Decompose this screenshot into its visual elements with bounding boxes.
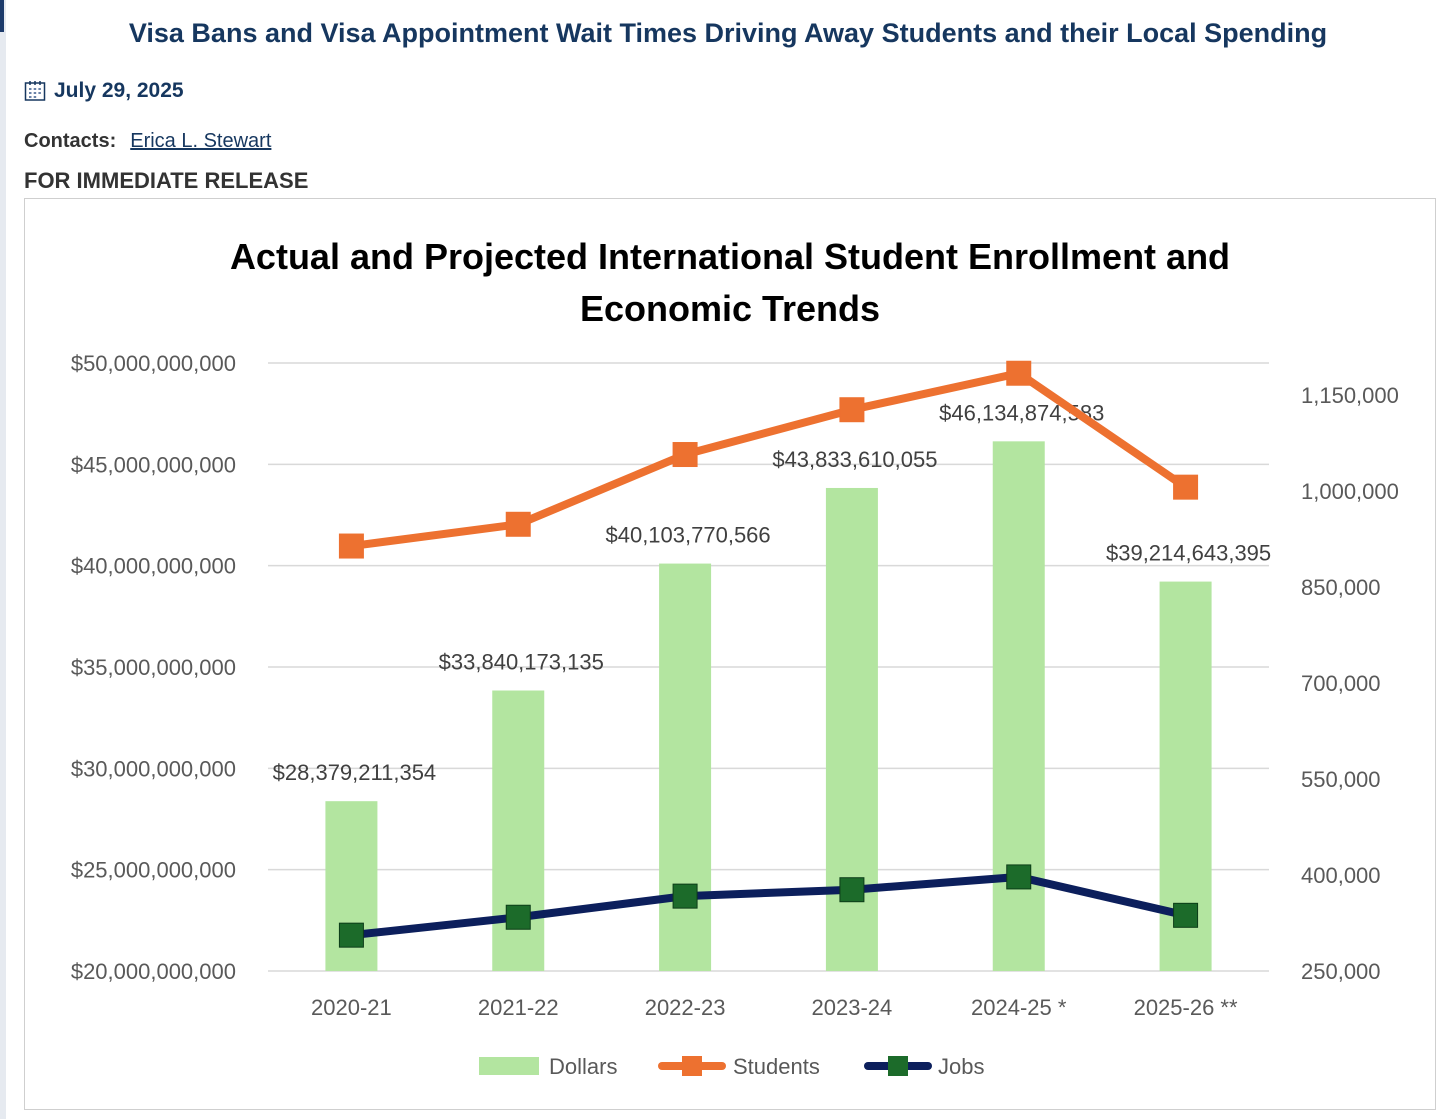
contact-link[interactable]: Erica L. Stewart (130, 130, 272, 152)
marker-jobs (672, 883, 698, 909)
x-axis-tick: 2023-24 (812, 995, 893, 1020)
chart-title: Actual and Projected International Stude… (230, 236, 1230, 277)
contacts-label: Contacts: (24, 130, 117, 152)
left-axis-tick: $50,000,000,000 (71, 351, 236, 376)
marker-students (839, 397, 865, 423)
right-axis-tick: 400,000 (1301, 863, 1381, 888)
marker-jobs (338, 922, 364, 948)
legend-marker-students (682, 1056, 702, 1076)
bar-data-label: $40,103,770,566 (605, 523, 770, 548)
x-axis-tick: 2020-21 (311, 995, 392, 1020)
right-axis-tick: 1,150,000 (1301, 383, 1399, 408)
left-axis-tick: $35,000,000,000 (71, 655, 236, 680)
left-axis-tick: $25,000,000,000 (71, 858, 236, 883)
bar-data-label: $39,214,643,395 (1106, 541, 1271, 566)
right-axis-tick: 250,000 (1301, 959, 1381, 984)
left-axis-tick: $30,000,000,000 (71, 756, 236, 781)
x-axis-tick: 2025-26 ** (1134, 995, 1238, 1020)
chart-container: Actual and Projected International Stude… (24, 198, 1436, 1110)
legend-label-jobs: Jobs (938, 1054, 984, 1079)
legend-marker-jobs (888, 1056, 908, 1076)
left-axis-tick: $45,000,000,000 (71, 452, 236, 477)
x-axis-tick: 2021-22 (478, 995, 559, 1020)
right-axis-tick: 700,000 (1301, 671, 1381, 696)
marker-students (1173, 474, 1199, 500)
contacts: Contacts: Erica L. Stewart (24, 130, 271, 153)
chart-title: Economic Trends (580, 288, 880, 329)
calendar-icon (24, 81, 46, 101)
left-axis-tick: $40,000,000,000 (71, 554, 236, 579)
left-axis-tick: $20,000,000,000 (71, 959, 236, 984)
line-jobs (350, 872, 1187, 940)
marker-jobs (1173, 902, 1199, 928)
legend-swatch-dollars (479, 1057, 539, 1075)
x-axis-tick: 2024-25 * (971, 995, 1067, 1020)
page-title: Visa Bans and Visa Appointment Wait Time… (128, 18, 1328, 48)
marker-jobs (505, 904, 531, 930)
bar-data-label: $28,379,211,354 (273, 760, 437, 785)
marker-students (1006, 360, 1032, 386)
left-accent-bar (0, 0, 4, 32)
bar-data-label: $33,840,173,135 (439, 650, 604, 675)
marker-jobs (839, 877, 865, 903)
marker-students (672, 442, 698, 468)
legend-label-dollars: Dollars (549, 1054, 617, 1079)
marker-students (505, 511, 531, 537)
release-label: FOR IMMEDIATE RELEASE (24, 168, 309, 193)
chart: Actual and Projected International Stude… (71, 236, 1399, 1079)
line-students (350, 369, 1188, 551)
marker-jobs (1006, 864, 1032, 890)
x-axis-tick: 2022-23 (645, 995, 726, 1020)
left-edge-strip (0, 0, 6, 1119)
right-axis-tick: 1,000,000 (1301, 479, 1399, 504)
right-axis-tick: 850,000 (1301, 575, 1381, 600)
bar-data-label: $43,833,610,055 (772, 447, 937, 472)
marker-students (338, 533, 364, 559)
release-date: July 29, 2025 (24, 79, 184, 103)
bar-dollars (659, 563, 712, 971)
date-text: July 29, 2025 (54, 79, 184, 102)
legend-label-students: Students (733, 1054, 820, 1079)
bar-dollars (992, 441, 1045, 971)
right-axis-tick: 550,000 (1301, 767, 1381, 792)
